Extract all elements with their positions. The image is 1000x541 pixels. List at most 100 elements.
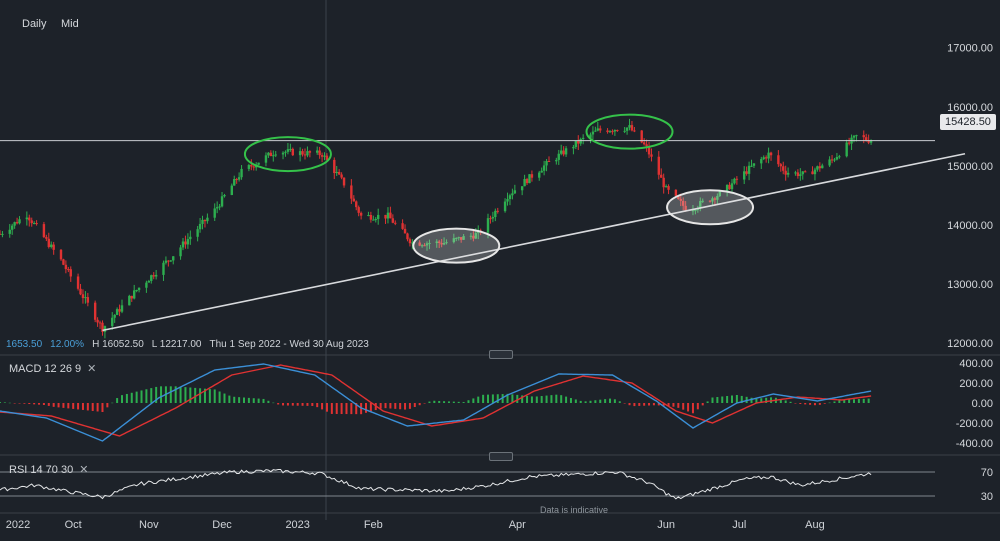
candle-body: [574, 140, 578, 148]
time-axis-tick: 2022: [6, 519, 30, 531]
macd-histogram-bar: [740, 395, 743, 403]
candle-body: [179, 247, 182, 257]
candle-body: [25, 217, 29, 220]
daily-button[interactable]: Daily: [22, 18, 47, 30]
candle-body: [69, 269, 72, 277]
macd-axis-tick: -200.00: [956, 418, 993, 430]
macd-histogram-bar: [433, 400, 436, 403]
macd-histogram-bar: [169, 386, 172, 403]
candle-body: [357, 207, 360, 213]
macd-histogram-bar: [535, 396, 538, 403]
candle-body: [647, 146, 651, 155]
candle-body: [369, 214, 373, 220]
macd-histogram-bar: [365, 403, 367, 413]
candle-body: [786, 172, 790, 175]
annotation-ellipse-green: [243, 136, 332, 173]
candle-body: [342, 177, 346, 186]
rsi-line: [0, 469, 872, 500]
mid-button[interactable]: Mid: [61, 18, 79, 30]
macd-histogram-bar: [633, 403, 636, 407]
candle-body: [218, 206, 221, 208]
macd-histogram-bar: [823, 403, 826, 404]
candle-body: [184, 241, 187, 245]
candle-body: [52, 244, 55, 250]
candle-body: [213, 208, 216, 218]
candle-body: [272, 155, 275, 157]
candle-body: [403, 228, 407, 234]
macd-histogram-bar: [496, 394, 499, 403]
macd-histogram-bar: [589, 400, 592, 403]
candle-body: [286, 149, 290, 152]
macd-histogram-bar: [691, 403, 694, 414]
candle-body: [494, 210, 497, 217]
macd-histogram-bar: [511, 394, 514, 403]
macd-close-icon[interactable]: ✕: [87, 363, 97, 375]
candle-body: [616, 129, 619, 131]
candle-body: [45, 237, 48, 239]
candle-body: [716, 196, 719, 200]
rsi-close-icon[interactable]: ✕: [79, 464, 89, 476]
pane-resize-handle-rsi[interactable]: [489, 452, 513, 461]
macd-histogram-bar: [160, 386, 163, 403]
macd-histogram-bar: [238, 397, 241, 403]
candle-body: [440, 242, 443, 245]
candle-body: [869, 140, 873, 143]
macd-histogram-bar: [521, 395, 524, 403]
candle-body: [613, 129, 617, 132]
candle-body: [111, 317, 114, 327]
macd-histogram-bar: [72, 403, 75, 409]
macd-histogram-bar: [643, 403, 646, 406]
candle-body: [769, 152, 773, 156]
candle-body: [455, 237, 458, 239]
time-axis-tick: Aug: [805, 519, 825, 531]
candle-body: [352, 198, 355, 202]
candle-body: [355, 201, 358, 208]
support-trendline: [102, 152, 966, 332]
macd-histogram-bar: [652, 403, 655, 406]
candle-body: [816, 166, 819, 170]
candle-body: [359, 212, 363, 216]
candle-body: [799, 174, 802, 176]
macd-histogram-bar: [91, 403, 94, 411]
macd-histogram-bar: [145, 389, 148, 403]
macd-histogram-bar: [384, 403, 387, 409]
candle-body: [796, 172, 800, 176]
macd-histogram-bar: [438, 400, 441, 403]
candle-body: [223, 195, 226, 197]
candle-body: [599, 128, 602, 131]
macd-histogram-bar: [213, 389, 216, 403]
macd-histogram-bar: [721, 396, 724, 403]
candle-body: [386, 212, 390, 219]
macd-histogram-bar: [443, 401, 446, 403]
pane-resize-handle-macd[interactable]: [489, 350, 513, 359]
candle-body: [594, 130, 597, 132]
candle-body: [657, 156, 660, 175]
stat-high: H 16052.50: [92, 339, 144, 350]
macd-histogram-bar: [472, 398, 475, 403]
macd-histogram-bar: [843, 399, 846, 403]
candle-body: [801, 171, 804, 175]
candle-body: [18, 219, 21, 224]
candle-body: [130, 295, 133, 299]
candle-body: [730, 183, 734, 190]
macd-histogram-bar: [404, 403, 407, 410]
candle-body: [298, 151, 302, 156]
candle-body: [240, 168, 243, 178]
candle-body: [394, 222, 397, 224]
candle-body: [472, 235, 475, 239]
annotation-ellipse-green: [585, 113, 674, 150]
stat-change: 1653.50: [6, 339, 43, 350]
candle-body: [59, 249, 63, 260]
macd-histogram-bar: [282, 403, 285, 406]
macd-histogram-bar: [574, 399, 577, 403]
candle-body: [577, 140, 580, 144]
macd-histogram-bar: [833, 401, 836, 403]
candle-body: [267, 152, 270, 156]
candle-body: [538, 172, 541, 178]
macd-histogram-bar: [325, 403, 328, 412]
macd-histogram-bar: [609, 398, 611, 403]
candle-body: [172, 256, 175, 261]
candle-body: [418, 242, 421, 246]
candle-body: [725, 184, 729, 192]
